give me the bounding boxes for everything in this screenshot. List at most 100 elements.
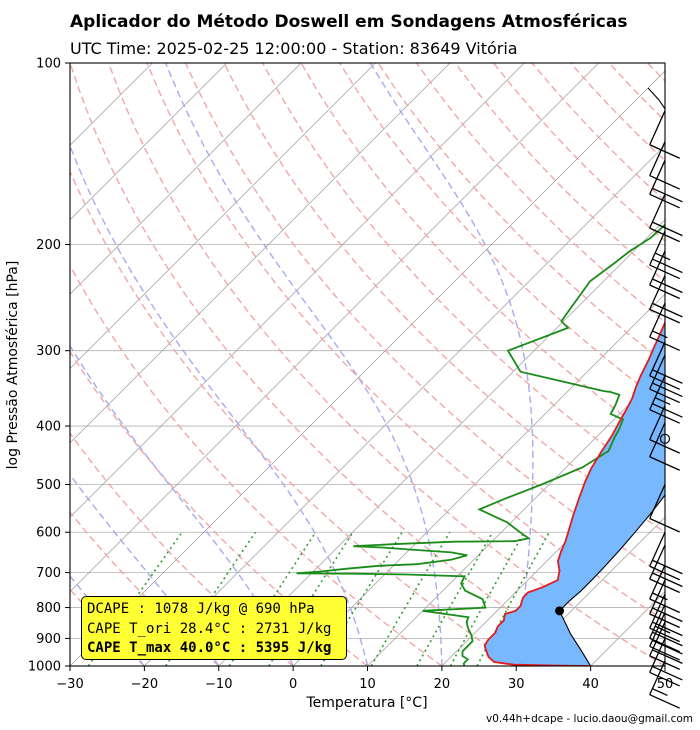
wind-barb-full <box>649 627 680 643</box>
wind-barb-staff <box>649 531 666 567</box>
cape-original-line: CAPE T_ori 28.4°C : 2731 J/kg <box>87 620 332 637</box>
wind-barb <box>649 160 683 209</box>
y-tick-label: 900 <box>36 632 61 647</box>
parcel-tmax-line <box>559 610 592 666</box>
dry-adiabat <box>686 63 700 666</box>
wind-barb-staff <box>649 302 666 338</box>
moist-adiabat <box>165 63 443 666</box>
wind-barb-staff <box>649 275 666 310</box>
mixing-ratio-line <box>476 531 550 666</box>
mixing-ratio-line <box>416 531 494 666</box>
wind-barb-full <box>649 694 680 709</box>
wind-barb <box>649 250 683 300</box>
isotherm-line <box>70 63 525 518</box>
isotherm-line <box>70 63 153 146</box>
wind-barb <box>649 375 683 424</box>
wind-barb-staff <box>649 564 666 600</box>
wind-barb-full <box>649 388 680 404</box>
wind-barb-staff <box>649 604 666 639</box>
wind-barb-staff <box>649 612 666 647</box>
x-tick-label: −20 <box>131 677 158 692</box>
mixing-ratio-line <box>165 531 257 666</box>
wind-barb <box>649 638 683 687</box>
x-tick-label: 30 <box>508 677 525 692</box>
wind-barb <box>649 593 683 643</box>
y-tick-label: 200 <box>36 238 61 253</box>
wind-barb <box>649 422 680 471</box>
chart-title: Aplicador do Método Doswell em Sondagens… <box>70 12 628 32</box>
wind-barb-full <box>652 187 683 203</box>
cape-area <box>484 322 665 666</box>
wind-barb-half <box>652 330 668 339</box>
wind-barb-staff <box>649 110 666 146</box>
isotherm-line <box>441 442 665 666</box>
wind-barb-staff <box>649 593 666 629</box>
wind-barb <box>649 110 680 159</box>
dry-adiabat <box>70 432 294 666</box>
axes: −30 −20 −10 0 10 20 30 40 5010020030040050060070… <box>28 57 673 693</box>
wind-barb-staff <box>649 422 666 458</box>
y-tick-label: 500 <box>36 478 61 493</box>
wind-barb-full <box>649 645 680 661</box>
x-tick-label: 10 <box>359 677 376 692</box>
wind-barb <box>659 433 671 444</box>
wind-barb <box>649 612 683 661</box>
y-tick-label: 400 <box>36 420 61 435</box>
wind-barb-staff <box>649 341 666 377</box>
wind-barb-full <box>652 572 683 588</box>
wind-barb-staff <box>649 638 666 673</box>
wind-barb-full <box>652 665 683 681</box>
sounding-series <box>296 87 665 666</box>
isotherm-line <box>367 368 665 666</box>
x-tick-label: 40 <box>582 677 599 692</box>
wind-barb-full <box>649 409 680 424</box>
wind-barb <box>649 484 680 533</box>
wind-barb-full <box>652 639 683 655</box>
y-tick-label: 100 <box>36 57 61 72</box>
wind-barb-full <box>649 456 680 471</box>
dewpoint-line <box>296 223 665 666</box>
wind-barb <box>649 405 680 454</box>
isotherm-line <box>292 293 665 666</box>
wind-barb-full <box>649 227 680 243</box>
wind-barb-full <box>649 174 680 190</box>
y-axis-label: log Pressão Atmosférica [hPa] <box>5 261 21 470</box>
isotherm-line <box>516 516 665 666</box>
dry-adiabat <box>70 63 591 666</box>
y-tick-label: 600 <box>36 526 61 541</box>
wind-barb-full <box>652 221 683 237</box>
wind-barb <box>649 193 683 243</box>
x-tick-label: 20 <box>434 677 451 692</box>
wind-barb-full <box>649 517 680 533</box>
wind-barb-full <box>649 284 680 300</box>
wind-barb-full <box>649 308 680 324</box>
wind-barb-full <box>649 144 680 159</box>
dry-adiabat <box>416 63 665 323</box>
wind-barb <box>649 354 683 404</box>
wind-barb-staff <box>649 375 666 410</box>
wind-barb-full <box>652 403 683 418</box>
wind-barb-staff <box>649 193 666 229</box>
moist-adiabat <box>70 144 369 666</box>
wind-barb-full <box>652 621 683 637</box>
wind-barb-staff <box>649 160 666 195</box>
wind-barb <box>649 660 680 709</box>
y-tick-label: 300 <box>36 344 61 359</box>
parcel-line <box>559 87 665 612</box>
wind-barb-full <box>652 607 683 623</box>
wind-barb-staff <box>649 141 666 176</box>
wind-barb <box>649 141 680 190</box>
dry-adiabat <box>146 63 665 622</box>
isotherm-line <box>70 63 227 221</box>
dry-adiabat <box>377 63 665 364</box>
wind-barb-full <box>649 264 680 280</box>
isotherm-line <box>218 219 665 666</box>
wind-barb-staff <box>649 405 666 440</box>
dry-adiabat <box>184 63 665 577</box>
wind-barb-staff <box>649 250 666 286</box>
wind-barb-staff <box>649 544 666 580</box>
wind-barb-full <box>652 649 683 664</box>
wind-barbs <box>649 110 683 709</box>
wind-barb-full <box>649 578 680 594</box>
wind-barb-calm <box>659 433 671 444</box>
